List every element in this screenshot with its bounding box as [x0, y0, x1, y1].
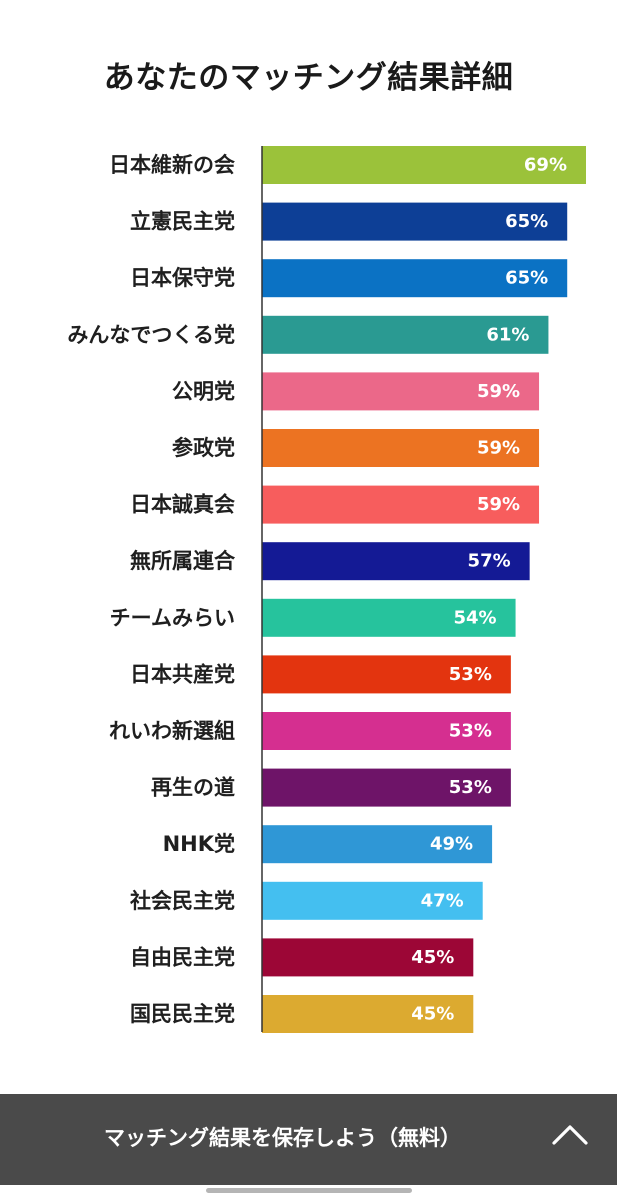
bar-13 — [262, 825, 493, 864]
category-label: れいわ新選組 — [109, 719, 235, 743]
value-label: 61% — [486, 324, 529, 345]
bar-12 — [262, 768, 511, 807]
save-results-button[interactable]: マッチング結果を保存しよう（無料） — [0, 1094, 617, 1185]
bar-9 — [262, 598, 516, 637]
bar-15 — [262, 938, 474, 977]
bar-5 — [262, 372, 540, 411]
bar-1 — [262, 146, 586, 184]
bar-11 — [262, 712, 511, 750]
home-indicator — [206, 1188, 412, 1193]
value-label: 54% — [453, 607, 496, 628]
value-label: 53% — [449, 664, 492, 685]
bars-layer: 日本維新の会 69% 立憲民主党 65% 日本保守党 65% みんなでつくる党 61% 公明党 5… — [67, 146, 586, 1033]
value-label: 47% — [421, 890, 464, 911]
value-label: 53% — [449, 721, 492, 742]
bar-10 — [262, 655, 511, 694]
value-label: 69% — [524, 155, 567, 176]
value-label: 53% — [449, 777, 492, 798]
category-label: 社会民主党 — [129, 889, 235, 913]
category-label: 立憲民主党 — [130, 210, 235, 234]
bar-14 — [262, 881, 483, 920]
category-label: 自由民主党 — [130, 945, 235, 969]
category-label: 再生の道 — [151, 776, 235, 800]
category-label: チームみらい — [110, 606, 235, 630]
bar-7 — [262, 485, 540, 524]
value-label: 59% — [477, 438, 520, 459]
save-results-label: マッチング結果を保存しよう（無料） — [104, 1126, 461, 1150]
category-label: 日本誠真会 — [130, 493, 235, 517]
bar-3 — [262, 259, 568, 298]
category-label: 日本共産党 — [130, 662, 235, 686]
value-label: 65% — [505, 211, 548, 232]
bar-8 — [262, 542, 530, 581]
category-label: 国民民主党 — [130, 1002, 235, 1026]
category-label: 日本保守党 — [130, 266, 235, 290]
chevron-up-icon[interactable] — [552, 1122, 588, 1146]
value-label: 65% — [505, 268, 548, 289]
category-label: 参政党 — [172, 436, 235, 460]
bar-6 — [262, 429, 540, 467]
value-label: 45% — [411, 1004, 454, 1025]
bar-4 — [262, 315, 549, 354]
category-label: 無所属連合 — [130, 549, 236, 573]
category-label: NHK党 — [163, 832, 235, 856]
category-label: 公明党 — [172, 379, 235, 403]
bar-chart: 日本維新の会 69% 立憲民主党 65% 日本保守党 65% みんなでつくる党 61% 公明党 5… — [67, 146, 586, 1033]
bar-2 — [262, 202, 568, 241]
category-label: みんなでつくる党 — [67, 323, 235, 347]
value-label: 45% — [411, 947, 454, 968]
value-label: 49% — [430, 834, 473, 855]
chart-title: あなたのマッチング結果詳細 — [103, 60, 514, 96]
value-label: 59% — [477, 381, 520, 402]
category-label: 日本維新の会 — [109, 153, 235, 177]
value-label: 57% — [468, 551, 511, 572]
bar-16 — [262, 995, 474, 1033]
value-label: 59% — [477, 494, 520, 515]
